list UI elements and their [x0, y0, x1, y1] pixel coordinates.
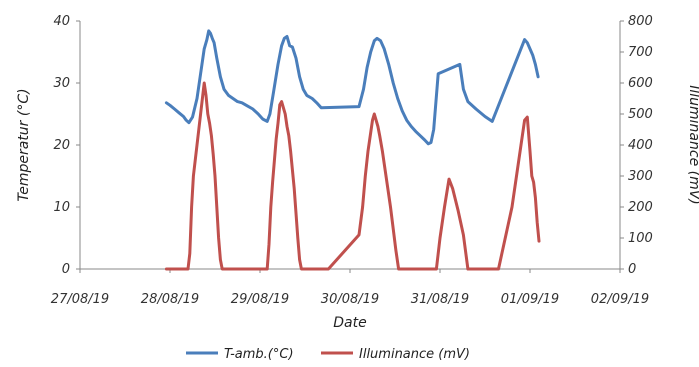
legend-label-illuminance: Illuminance (mV) — [359, 347, 470, 362]
y-left-tick-label: 10 — [53, 200, 70, 215]
legend-label-temperature: T-amb.(°C) — [224, 347, 294, 362]
y-right-tick-label: 400 — [628, 138, 653, 153]
y-right-tick-label: 500 — [628, 107, 653, 122]
x-tick-label: 02/09/19 — [591, 292, 649, 307]
x-tick-label: 31/08/19 — [411, 292, 469, 307]
y-right-tick-label: 300 — [628, 169, 653, 184]
x-tick-label: 30/08/19 — [321, 292, 379, 307]
legend: T-amb.(°C) Illuminance (mV) — [186, 347, 470, 362]
tick-labels: 010203040010020030040050060070080027/08/… — [51, 14, 653, 307]
y-left-tick-label: 30 — [53, 76, 70, 91]
y-axis-left-title: Temperatur (°C) — [16, 88, 32, 201]
x-tick-label: 29/08/19 — [231, 292, 289, 307]
y-right-tick-label: 800 — [628, 14, 653, 29]
y-right-tick-label: 600 — [628, 76, 653, 91]
y-right-tick-label: 100 — [628, 231, 653, 246]
x-tick-label: 28/08/19 — [141, 292, 199, 307]
x-tick-label: 27/08/19 — [51, 292, 109, 307]
y-right-tick-label: 700 — [628, 45, 653, 60]
series-line-illuminance — [164, 81, 541, 271]
y-left-tick-label: 0 — [62, 262, 70, 277]
y-right-tick-label: 0 — [628, 262, 636, 277]
plot-area — [164, 29, 541, 271]
axes — [76, 20, 624, 273]
y-left-tick-label: 40 — [53, 14, 70, 29]
y-left-tick-label: 20 — [53, 138, 70, 153]
y-right-tick-label: 200 — [628, 200, 653, 215]
series-line-temperature — [164, 29, 540, 146]
y-axis-right-title: Illuminance (mV) — [686, 85, 699, 205]
x-tick-label: 01/09/19 — [501, 292, 559, 307]
x-axis-title: Date — [333, 315, 366, 331]
